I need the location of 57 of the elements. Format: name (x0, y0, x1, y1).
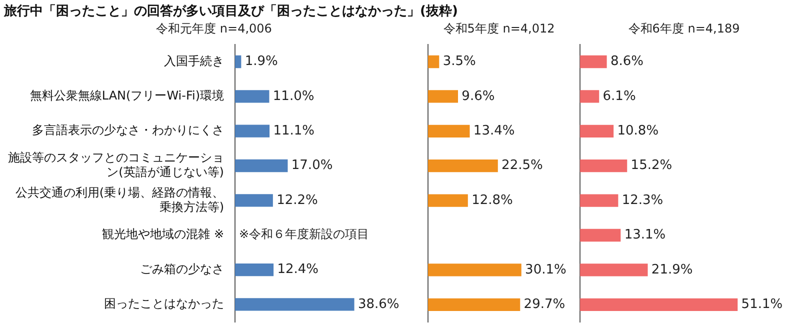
data-label: 15.2% (630, 158, 672, 174)
bar (580, 298, 738, 311)
y-tick-label: 多言語表示の少なさ・わかりにくさ (32, 123, 224, 138)
bar (235, 159, 288, 172)
bar (580, 264, 648, 276)
data-label: 1.9% (244, 54, 278, 70)
bar (428, 264, 522, 276)
y-tick-label: ごみ箱の少なさ (140, 262, 224, 276)
data-label: 11.1% (273, 123, 315, 138)
y-tick-label: 施設等のスタッフとのコミュニケーション(英語が通じない等) (8, 150, 224, 180)
y-tick-label: 困ったことはなかった (104, 296, 224, 311)
bar (580, 124, 614, 138)
chart-subtitle: 令和元年度 n=4,006 (156, 21, 272, 36)
data-label: 8.6% (610, 54, 644, 70)
data-label: 13.1% (624, 228, 666, 243)
data-label: 12.8% (472, 192, 513, 208)
chart-title: 旅行中「困ったこと」の回答が多い項目及び「困ったことはなかった」(抜粋) (4, 3, 458, 20)
data-label: 12.4% (277, 262, 319, 278)
data-label: 13.4% (473, 124, 515, 139)
bar (428, 298, 520, 311)
bar (428, 194, 468, 207)
data-label: 22.5% (502, 158, 543, 174)
bar (580, 55, 607, 68)
annotation: ※令和６年度新設の項目 (239, 227, 370, 242)
bar (580, 160, 628, 172)
data-label: 9.6% (462, 88, 495, 104)
bar (235, 263, 274, 276)
data-label: 12.2% (276, 192, 318, 208)
data-label: 11.0% (272, 88, 314, 104)
chart-title: 令和6年度 n=4,189 (628, 21, 740, 36)
data-label: 6.1% (602, 88, 636, 104)
data-label: 3.5% (442, 54, 476, 70)
y-tick-label: 無料公衆無線LAN(フリーWi-Fi)環境 (30, 88, 224, 103)
bar (235, 55, 242, 68)
bar (428, 55, 440, 68)
bar (428, 124, 470, 138)
data-label: 17.0% (291, 158, 333, 174)
y-tick-label: 公共交通の利用(乗り場、経路の情報、乗換方法等) (15, 185, 224, 214)
bar (235, 194, 273, 207)
y-tick-label: 入国手続き (164, 54, 224, 68)
bar (235, 298, 354, 311)
chart-title: 令和5年度 n=4,012 (443, 21, 555, 36)
data-label: 21.9% (651, 262, 693, 278)
bar (428, 90, 458, 103)
data-label: 51.1% (741, 297, 783, 312)
data-label: 12.3% (622, 192, 664, 208)
bar (580, 194, 618, 207)
bar (235, 90, 270, 103)
y-tick-label: 観光地や地域の混雑 ※ (102, 227, 224, 242)
bar (580, 90, 600, 103)
data-label: 38.6% (358, 296, 400, 312)
bar (235, 124, 270, 138)
data-label: 29.7% (524, 297, 566, 312)
data-label: 10.8% (617, 124, 659, 139)
bar (580, 228, 621, 242)
bar (428, 160, 498, 172)
data-label: 30.1% (525, 262, 566, 278)
